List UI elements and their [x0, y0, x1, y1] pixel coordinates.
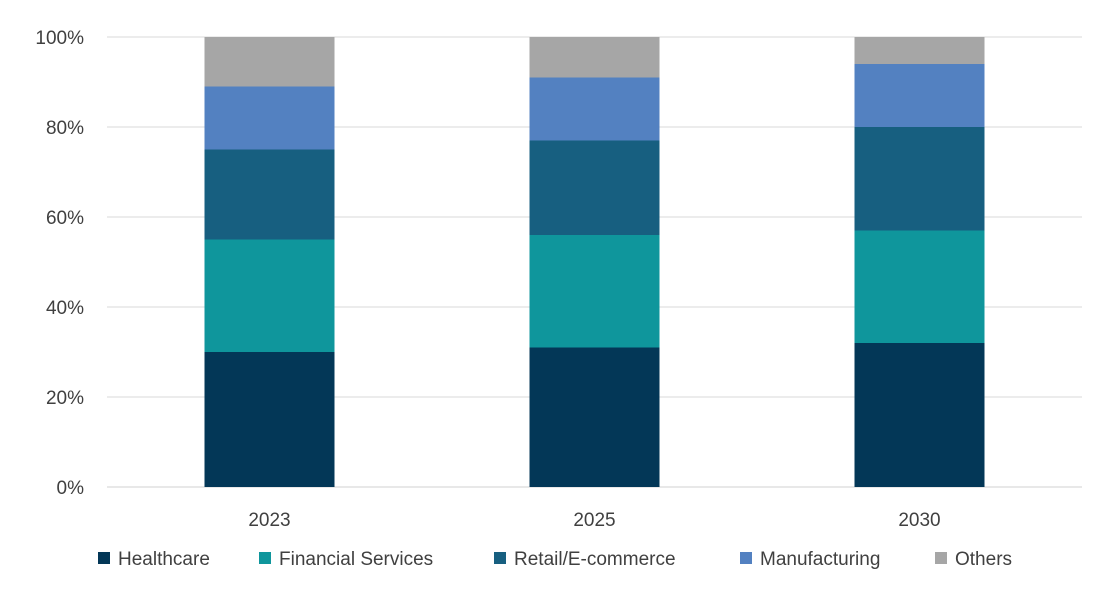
bar-segment-retail-e-commerce-2023: [204, 149, 335, 240]
legend-swatch: [740, 552, 752, 564]
legend-label: Manufacturing: [760, 549, 880, 570]
bar-segment-retail-e-commerce-2025: [529, 140, 660, 235]
y-tick-label: 60%: [46, 208, 84, 229]
legend-swatch: [494, 552, 506, 564]
y-tick-label: 80%: [46, 118, 84, 139]
bar-segment-financial-services-2023: [204, 239, 335, 352]
legend-label: Others: [955, 549, 1012, 570]
y-tick-label: 100%: [35, 28, 84, 49]
y-tick-label: 20%: [46, 388, 84, 409]
y-tick-label: 40%: [46, 298, 84, 319]
bar-segment-manufacturing-2025: [529, 77, 660, 141]
legend-swatch: [259, 552, 271, 564]
y-tick-label: 0%: [57, 478, 85, 499]
legend-label: Financial Services: [279, 549, 433, 570]
bar-segment-financial-services-2025: [529, 235, 660, 348]
bar-segment-others-2030: [854, 37, 985, 64]
bar-segment-others-2025: [529, 37, 660, 78]
bar-segment-healthcare-2023: [204, 352, 335, 487]
bar-segment-others-2023: [204, 37, 335, 87]
bar-segment-healthcare-2025: [529, 347, 660, 487]
bar-segment-manufacturing-2023: [204, 86, 335, 150]
legend-swatch: [98, 552, 110, 564]
bar-segment-retail-e-commerce-2030: [854, 127, 985, 231]
x-tick-label: 2030: [898, 510, 940, 531]
legend-label: Retail/E-commerce: [514, 549, 676, 570]
bar-segment-financial-services-2030: [854, 230, 985, 343]
legend-label: Healthcare: [118, 549, 210, 570]
x-tick-label: 2023: [248, 510, 290, 531]
bar-segment-manufacturing-2030: [854, 64, 985, 127]
x-tick-label: 2025: [573, 510, 615, 531]
legend-swatch: [935, 552, 947, 564]
bar-segment-healthcare-2030: [854, 343, 985, 487]
